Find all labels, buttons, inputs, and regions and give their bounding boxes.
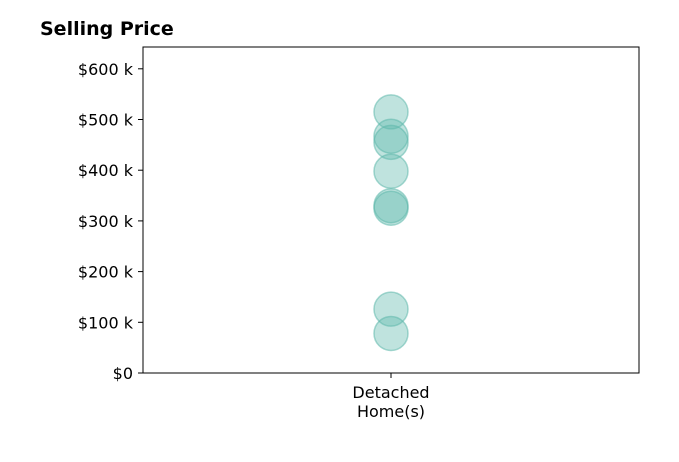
data-point <box>373 94 409 130</box>
y-tick-label: $0 <box>113 364 133 383</box>
data-point <box>373 315 409 352</box>
data-point <box>373 190 409 226</box>
y-tick-label: $500 k <box>78 111 134 130</box>
x-category-label: Home(s) <box>357 402 425 421</box>
data-points <box>373 94 409 352</box>
data-point <box>373 153 409 189</box>
data-point <box>373 124 409 161</box>
chart-title: Selling Price <box>40 18 174 40</box>
y-tick-label: $200 k <box>78 263 134 282</box>
x-category-label: Detached <box>352 383 429 402</box>
data-point <box>373 291 409 327</box>
y-tick-label: $300 k <box>78 212 134 231</box>
y-axis: $0 $100 k $200 k $300 k $400 k $500 k $600 k <box>78 60 143 383</box>
y-tick-label: $100 k <box>78 313 134 332</box>
y-tick-label: $400 k <box>78 161 134 180</box>
y-tick-label: $600 k <box>78 60 134 79</box>
